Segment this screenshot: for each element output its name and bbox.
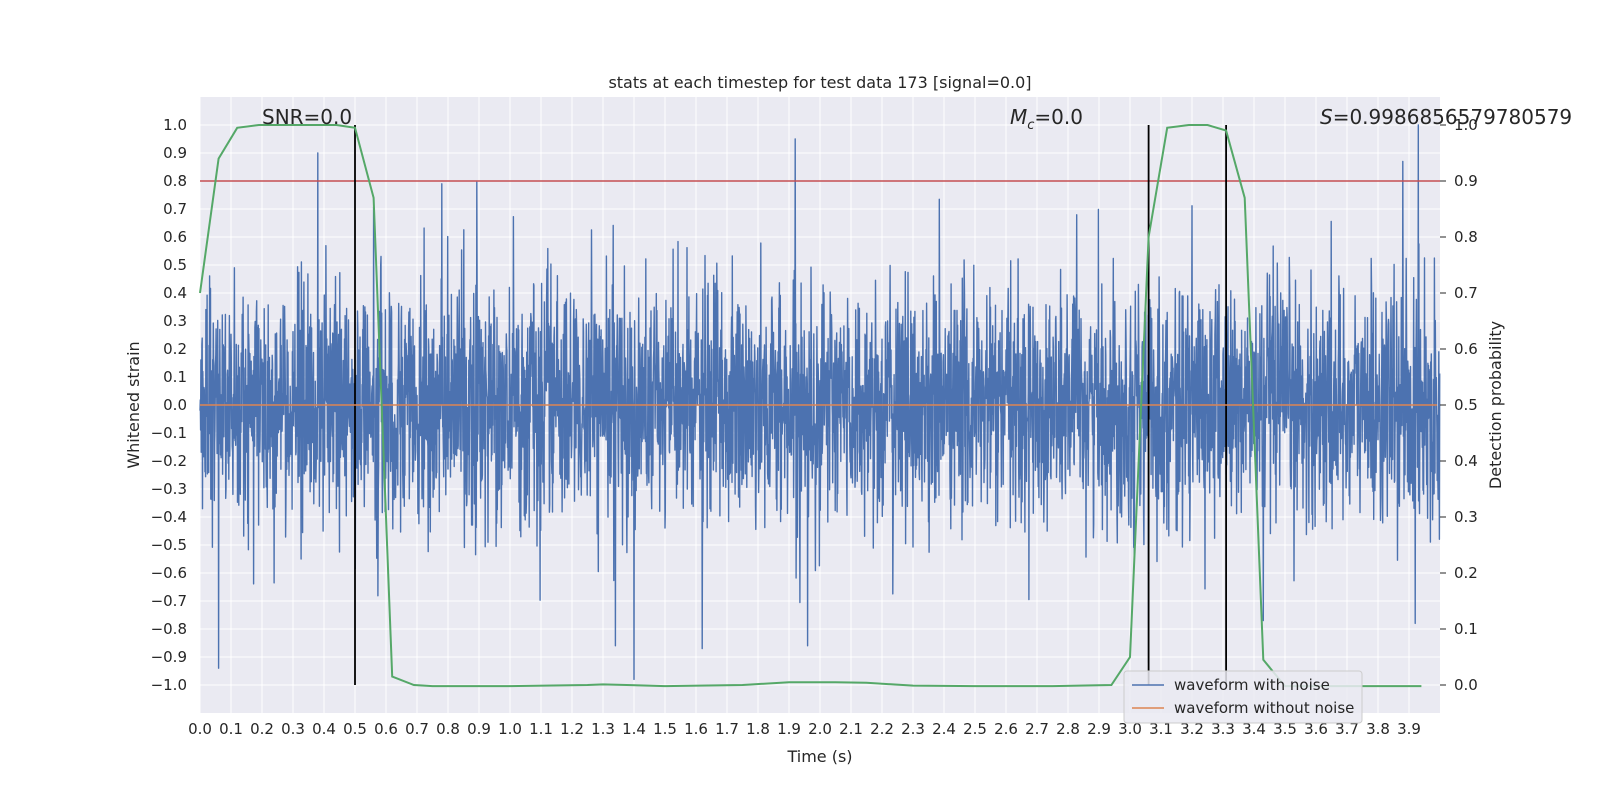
- x-tick-label: 3.6: [1304, 720, 1328, 738]
- x-tick-label: 3.5: [1273, 720, 1297, 738]
- x-tick-label: 1.1: [529, 720, 553, 738]
- legend: waveform with noise waveform without noi…: [1123, 670, 1363, 724]
- score-symbol: S: [1320, 105, 1333, 129]
- y-tick-label: −0.1: [151, 424, 187, 442]
- x-tick-label: 1.9: [777, 720, 801, 738]
- y-tick-label: 0.8: [163, 172, 187, 190]
- y-tick-label: −0.8: [151, 620, 187, 638]
- x-tick-label: 3.0: [1118, 720, 1142, 738]
- x-tick-label: 2.0: [808, 720, 832, 738]
- y-tick-label: −0.4: [151, 508, 187, 526]
- snr-annotation: SNR=0.0: [262, 105, 352, 129]
- x-tick-label: 3.1: [1149, 720, 1173, 738]
- y-tick-label: −0.5: [151, 536, 187, 554]
- x-tick-label: 0.5: [343, 720, 367, 738]
- x-tick-label: 2.6: [994, 720, 1018, 738]
- y-tick-label: 0.6: [163, 228, 187, 246]
- chart-title: stats at each timestep for test data 173…: [608, 73, 1031, 92]
- y-tick-label: −0.3: [151, 480, 187, 498]
- x-tick-label: 0.0: [188, 720, 212, 738]
- y-tick-label: 0.1: [163, 368, 187, 386]
- chirp-mass-value: =0.0: [1034, 105, 1083, 129]
- x-tick-label: 3.2: [1180, 720, 1204, 738]
- score-value: =0.9986856579780579: [1333, 105, 1572, 129]
- x-tick-label: 3.3: [1211, 720, 1235, 738]
- y-tick-label: 0.5: [163, 256, 187, 274]
- x-tick-label: 3.4: [1242, 720, 1266, 738]
- x-tick-label: 0.4: [312, 720, 336, 738]
- x-tick-label: 0.3: [281, 720, 305, 738]
- x-tick-label: 3.8: [1366, 720, 1390, 738]
- y-right-tick-label: 0.7: [1454, 284, 1478, 302]
- y-right-tick-label: 0.9: [1454, 172, 1478, 190]
- x-tick-label: 2.5: [963, 720, 987, 738]
- x-tick-label: 1.3: [591, 720, 615, 738]
- x-tick-label: 0.8: [436, 720, 460, 738]
- chirp-mass-annotation: Mc=0.0: [1010, 105, 1083, 133]
- x-tick-label: 3.9: [1397, 720, 1421, 738]
- x-axis-label: Time (s): [786, 747, 852, 766]
- y-tick-label: 1.0: [163, 116, 187, 134]
- y-right-tick-label: 1.0: [1454, 116, 1478, 134]
- x-tick-label: 2.9: [1087, 720, 1111, 738]
- chirp-mass-subscript: c: [1027, 118, 1034, 133]
- y-right-axis-label: Detection probability: [1486, 321, 1505, 489]
- x-tick-label: 3.7: [1335, 720, 1359, 738]
- score-annotation: S=0.9986856579780579: [1320, 105, 1572, 129]
- x-tick-label: 2.3: [901, 720, 925, 738]
- y-right-tick-label: 0.4: [1454, 452, 1478, 470]
- x-tick-label: 1.4: [622, 720, 646, 738]
- y-axis-label: Whitened strain: [124, 341, 143, 468]
- x-tick-label: 1.6: [684, 720, 708, 738]
- y-right-tick-label: 0.0: [1454, 676, 1478, 694]
- x-tick-label: 2.7: [1025, 720, 1049, 738]
- x-axis-ticks: 0.0 0.1 0.2 0.3 0.4 0.5 0.6 0.7 0.8 0.9 1.0 1.1 1.2 1…: [188, 720, 1421, 738]
- x-tick-label: 1.2: [560, 720, 584, 738]
- legend-label-waveform-with-noise: waveform with noise: [1174, 676, 1330, 694]
- x-tick-label: 1.0: [498, 720, 522, 738]
- y-right-tick-label: 0.5: [1454, 396, 1478, 414]
- x-tick-label: 0.7: [405, 720, 429, 738]
- x-tick-label: 0.6: [374, 720, 398, 738]
- x-tick-label: 1.8: [746, 720, 770, 738]
- y-right-tick-label: 0.8: [1454, 228, 1478, 246]
- x-tick-label: 2.2: [870, 720, 894, 738]
- y-tick-label: 0.7: [163, 200, 187, 218]
- line-detection-probability: [199, 124, 1422, 688]
- x-tick-label: 2.4: [932, 720, 956, 738]
- legend-label-waveform-without-noise: waveform without noise: [1174, 699, 1354, 717]
- x-tick-label: 2.1: [839, 720, 863, 738]
- x-tick-label: 0.1: [219, 720, 243, 738]
- y-right-tick-label: 0.1: [1454, 620, 1478, 638]
- y-tick-label: −0.6: [151, 564, 187, 582]
- legend-frame: [1123, 670, 1363, 724]
- y-tick-label: −0.7: [151, 592, 187, 610]
- y-right-tick-label: 0.3: [1454, 508, 1478, 526]
- x-tick-label: 0.2: [250, 720, 274, 738]
- x-tick-label: 1.5: [653, 720, 677, 738]
- series-detection-probability: [199, 124, 1422, 688]
- x-tick-label: 1.7: [715, 720, 739, 738]
- chirp-mass-symbol: M: [1010, 105, 1027, 129]
- y-tick-label: −0.9: [151, 648, 187, 666]
- y-tick-label: 0.9: [163, 144, 187, 162]
- y-tick-label: 0.3: [163, 312, 187, 330]
- x-tick-label: 2.8: [1056, 720, 1080, 738]
- y-right-tick-label: 0.2: [1454, 564, 1478, 582]
- y-tick-label: −0.2: [151, 452, 187, 470]
- y-right-tick-label: 0.6: [1454, 340, 1478, 358]
- y-tick-label: 0.0: [163, 396, 187, 414]
- y-tick-label: 0.2: [163, 340, 187, 358]
- y-tick-label: 0.4: [163, 284, 187, 302]
- x-tick-label: 0.9: [467, 720, 491, 738]
- y-right-axis-ticks: 1.0 0.9 0.8 0.7 0.6 0.5 0.4 0.3 0.2 0.1 0.0: [1440, 116, 1478, 694]
- y-tick-label: −1.0: [151, 676, 187, 694]
- y-axis-ticks: 1.0 0.9 0.8 0.7 0.6 0.5 0.4 0.3 0.2 0.1 0.0 −0.1 −0.…: [151, 116, 187, 694]
